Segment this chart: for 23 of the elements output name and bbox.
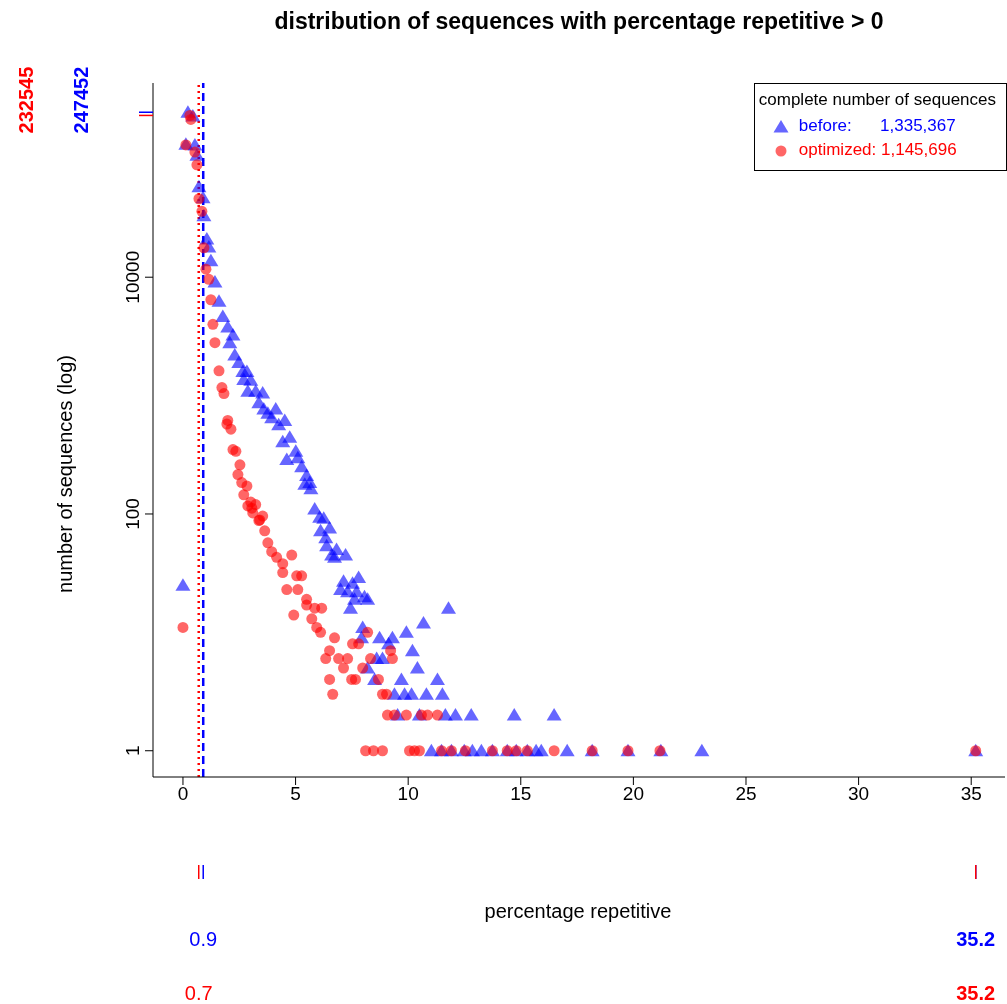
x-tick-label: 20 — [622, 783, 644, 805]
x-tick-label: 10 — [397, 783, 419, 805]
x-tick-label: 30 — [848, 783, 870, 805]
ref-line-label: 0.7 — [184, 982, 213, 1004]
x-tick-label: 25 — [735, 783, 757, 805]
text: 35.2 — [956, 982, 996, 1004]
y-tick-label: 100 — [122, 498, 143, 530]
x-tick-label: 15 — [510, 783, 532, 805]
legend-label: optimized: 1,145,696 — [798, 139, 957, 161]
x-tick-label: 35 — [960, 783, 982, 805]
text: 232545 — [15, 66, 37, 134]
y-tick-label: 10000 — [122, 250, 143, 304]
chart-title: distribution of sequences with percentage repetitive > 0 — [273, 8, 885, 35]
x-axis-title: percentage repetitive — [483, 900, 673, 923]
x-tick-label: 5 — [290, 783, 301, 805]
text: 247452 — [70, 66, 92, 134]
legend-title: complete number of sequences — [758, 90, 996, 110]
text: 35.2 — [956, 928, 996, 950]
legend-label: before: 1,335,367 — [798, 115, 956, 137]
y-tick-label: 1 — [122, 745, 143, 757]
x-tick-label: 0 — [177, 783, 189, 805]
y-axis-title: number of sequences (log) — [54, 355, 76, 593]
ref-line-label: 0.9 — [189, 928, 218, 950]
